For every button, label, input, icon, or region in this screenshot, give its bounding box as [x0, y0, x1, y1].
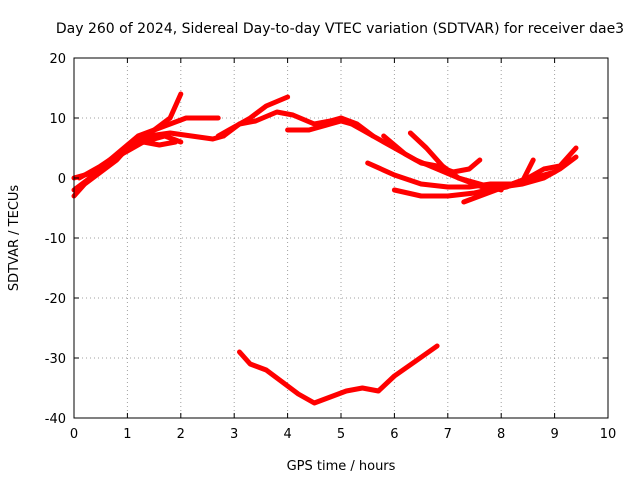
- x-tick-label: 5: [337, 427, 345, 442]
- series-layer: [71, 91, 579, 406]
- y-tick-label: -30: [45, 352, 66, 367]
- y-tick-label: -10: [45, 232, 66, 247]
- y-tick-label: 20: [49, 52, 66, 67]
- series-line-13: [381, 133, 483, 175]
- x-tick-label: 6: [390, 427, 398, 442]
- grid-lines: [74, 58, 608, 418]
- x-tick-label: 1: [123, 427, 131, 442]
- y-tick-label: -40: [45, 412, 66, 427]
- x-tick-label: 2: [177, 427, 185, 442]
- series-line-16: [237, 343, 440, 406]
- x-tick-label: 8: [497, 427, 505, 442]
- x-tick-label: 10: [600, 427, 617, 442]
- x-tick-label: 9: [550, 427, 558, 442]
- x-axis-label: GPS time / hours: [287, 459, 396, 474]
- x-tick-label: 3: [230, 427, 238, 442]
- y-tick-label: 10: [49, 112, 66, 127]
- series-line-10: [338, 115, 504, 193]
- chart-title: Day 260 of 2024, Sidereal Day-to-day VTE…: [56, 21, 624, 37]
- y-tick-label: 0: [58, 172, 66, 187]
- ticks: 0 1 2 3 4 5 6 7 8 9 10 -40 -30 -20 -10 0 10 20: [45, 52, 617, 442]
- y-tick-label: -20: [45, 292, 66, 307]
- series-line-15: [461, 145, 579, 205]
- x-tick-label: 4: [283, 427, 291, 442]
- y-axis-label: SDTVAR / TECUs: [7, 185, 22, 292]
- series-line-6: [140, 139, 178, 148]
- x-tick-label: 7: [444, 427, 452, 442]
- x-tick-label: 0: [70, 427, 78, 442]
